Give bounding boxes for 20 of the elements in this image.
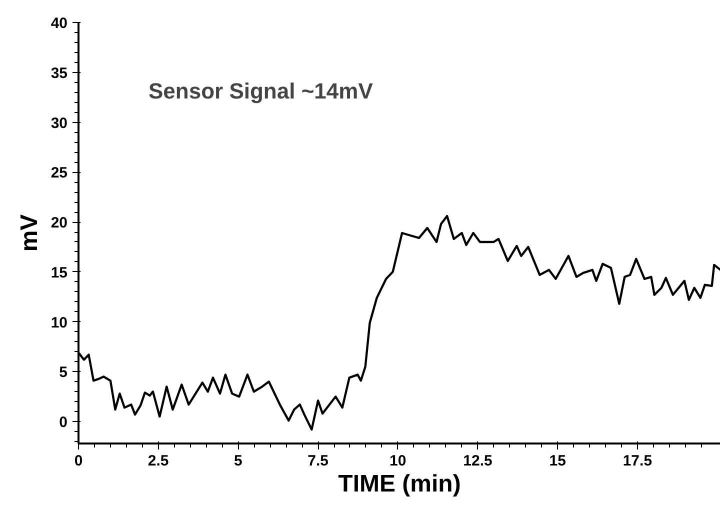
- x-tick-label: 12.5: [463, 452, 492, 470]
- x-tick-label: 15: [549, 452, 566, 470]
- x-tick-label: 2.5: [148, 452, 169, 470]
- y-tick-label: 5: [59, 364, 68, 382]
- y-tick-label: 15: [50, 264, 68, 282]
- y-tick-label: 40: [50, 15, 68, 32]
- y-tick-label: 10: [50, 314, 68, 332]
- annotation: Sensor Signal ~14mV: [148, 78, 374, 104]
- y-tick-label: 0: [59, 414, 68, 432]
- x-tick-label: 7.5: [308, 452, 328, 470]
- x-tick-label: 10: [390, 452, 406, 470]
- x-tick-label: 5: [234, 452, 242, 470]
- y-tick-label: 20: [50, 214, 68, 232]
- y-tick-label: 35: [50, 64, 68, 82]
- x-tick-label: 17.5: [622, 452, 652, 470]
- y-axis-title: mV: [16, 214, 43, 252]
- y-tick-label: 30: [50, 114, 68, 132]
- x-axis-title: TIME (min): [338, 470, 461, 498]
- y-tick-label: 25: [50, 164, 68, 182]
- x-tick-label: 0: [74, 452, 83, 470]
